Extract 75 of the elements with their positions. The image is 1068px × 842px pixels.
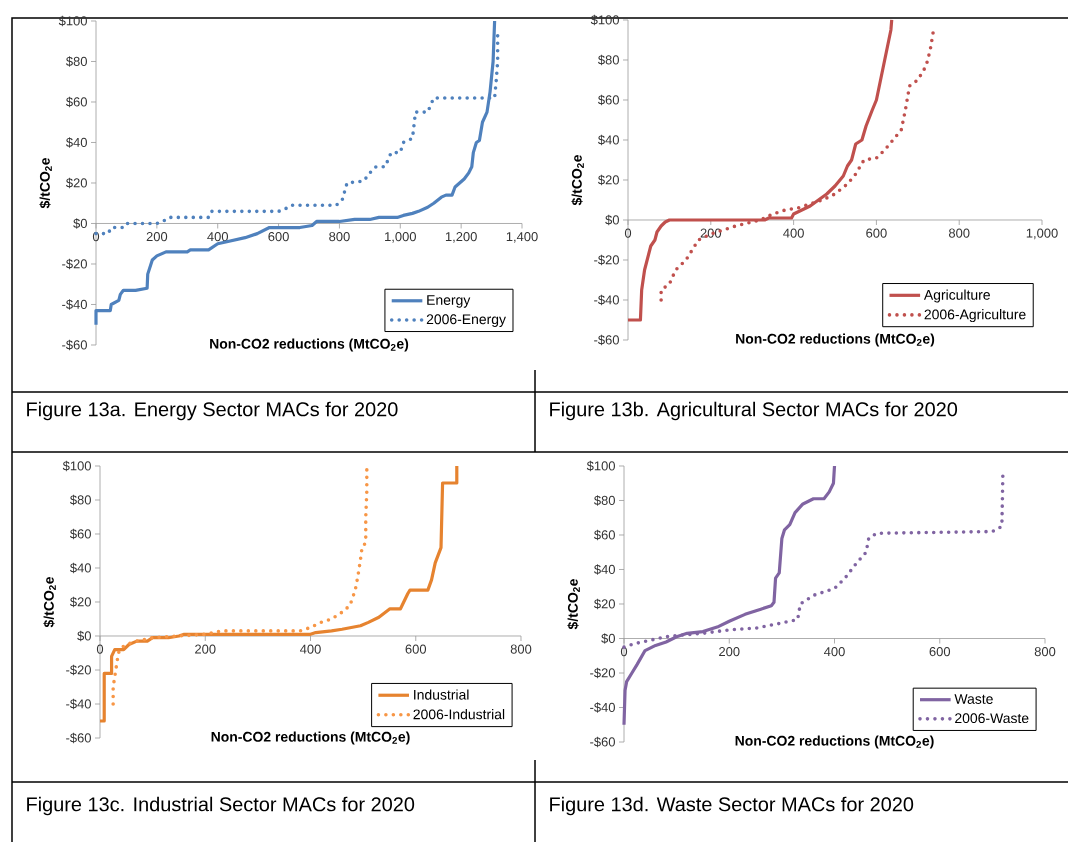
y-tick-label: $20 [594, 598, 615, 610]
x-tick-label: 600 [405, 644, 427, 654]
x-tick-label: 0 [96, 644, 104, 654]
y-tick-label: $0 [605, 214, 619, 226]
caption: Figure 13c. Industrial Sector MACs for 2020 [27, 796, 415, 816]
y-tick-label: $20 [70, 596, 91, 608]
legend-label: Waste [954, 694, 993, 704]
x-tick-label: 1,400 [506, 232, 538, 243]
y-tick-label: $0 [73, 218, 87, 229]
y-tick-label: $80 [70, 494, 91, 506]
y-tick-label: -$20 [590, 667, 615, 679]
y-tick-label: -$40 [590, 702, 615, 713]
x-tick-label: 400 [299, 644, 321, 654]
y-axis-title: $/tCO$_{2}$e [39, 158, 52, 209]
y-tick-label: -$20 [66, 664, 91, 676]
caption: Figure 13a. Energy Sector MACs for 2020 [27, 401, 398, 421]
y-tick-label: $80 [598, 54, 619, 66]
y-tick-label: $60 [70, 528, 91, 540]
y-tick-label: $40 [598, 134, 619, 146]
y-tick-label: $40 [70, 562, 91, 574]
x-tick-label: 400 [824, 647, 845, 657]
legend-label: Agriculture [923, 289, 990, 303]
y-tick-label: -$60 [62, 339, 87, 351]
y-tick-label: $100 [62, 460, 91, 472]
legend-label: 2006-Industrial [413, 709, 505, 720]
x-tick-label: 800 [948, 228, 970, 238]
x-tick-label: 600 [268, 232, 289, 242]
x-tick-label: 800 [329, 232, 350, 242]
y-axis-title: $/tCO$_{2}$e [567, 579, 580, 630]
x-tick-label: 400 [783, 228, 804, 238]
y-tick-label: $40 [594, 564, 615, 575]
x-tick-label: 1,000 [1026, 228, 1058, 240]
x-axis-title: Non-CO2 reductions (MtCO$_{2}$e) [736, 333, 935, 347]
y-tick-label: $80 [594, 495, 615, 506]
x-tick-label: 1,200 [445, 232, 477, 243]
x-tick-label: 800 [1034, 647, 1056, 657]
y-tick-label: -$20 [594, 254, 619, 266]
x-tick-label: 200 [719, 647, 740, 657]
x-axis-title: Non-CO2 reductions (MtCO$_{2}$e) [210, 338, 409, 352]
y-axis-title: $/tCO$_{2}$e [43, 577, 56, 628]
x-tick-label: 600 [929, 647, 951, 657]
caption: Figure 13d. Waste Sector MACs for 2020 [550, 796, 914, 816]
x-tick-label: 0 [624, 228, 632, 238]
y-tick-label: -$40 [62, 299, 87, 310]
x-tick-label: 200 [195, 644, 216, 654]
y-tick-label: $60 [594, 529, 615, 541]
y-tick-label: $60 [66, 96, 87, 108]
x-tick-label: 200 [146, 232, 168, 242]
y-tick-label: $0 [601, 633, 615, 644]
x-axis-title: Non-CO2 reductions (MtCO$_{2}$e) [211, 731, 410, 745]
x-tick-label: 800 [510, 644, 532, 654]
x-axis-title: Non-CO2 reductions (MtCO$_{2}$e) [735, 735, 934, 749]
y-tick-label: -$60 [590, 736, 615, 748]
y-tick-label: $20 [598, 174, 619, 186]
y-tick-label: $80 [66, 56, 87, 67]
x-tick-label: 1,000 [385, 232, 416, 243]
legend-label: Industrial [414, 689, 469, 700]
y-tick-label: -$40 [66, 698, 91, 710]
y-tick-label: $0 [77, 630, 91, 642]
y-tick-label: -$60 [594, 334, 619, 346]
x-tick-label: 400 [207, 232, 229, 242]
y-tick-label: -$20 [62, 258, 87, 270]
y-tick-label: -$40 [594, 294, 619, 306]
legend-label: Energy [427, 295, 471, 308]
x-tick-label: 600 [866, 228, 887, 238]
y-tick-label: $100 [586, 460, 615, 472]
y-tick-label: $20 [66, 177, 87, 189]
y-tick-label: $60 [598, 94, 619, 106]
y-tick-label: $40 [66, 137, 87, 148]
legend-label: 2006-Energy [426, 314, 506, 327]
legend-label: 2006-Agriculture [924, 309, 1026, 323]
caption: Figure 13b. Agricultural Sector MACs for 2020 [550, 401, 958, 421]
y-axis-title: $/tCO$_{2}$e [571, 155, 584, 206]
y-tick-label: -$60 [66, 732, 91, 744]
legend-label: 2006-Waste [955, 713, 1029, 724]
